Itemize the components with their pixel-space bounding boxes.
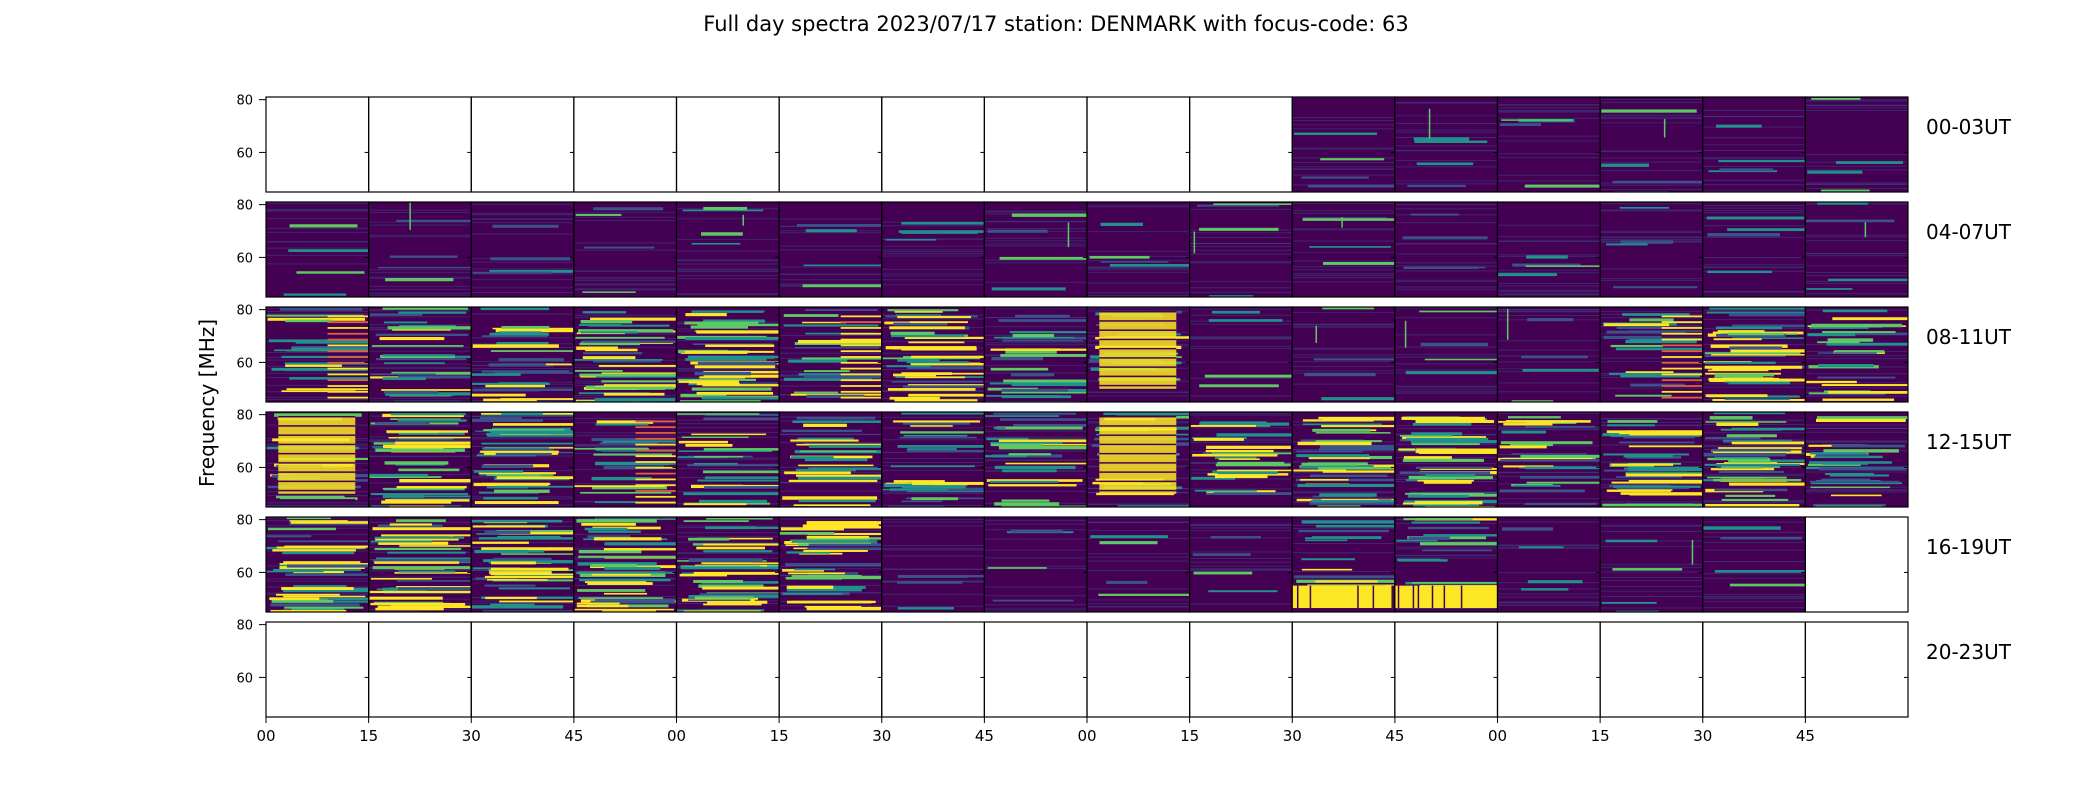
- spectrum-panel: [1804, 621, 1909, 718]
- y-tick-label: 80: [236, 619, 253, 634]
- y-tick-label: 80: [236, 409, 253, 424]
- chart-title: Full day spectra 2023/07/17 station: DEN…: [703, 12, 1408, 36]
- spectrum-panel: [1804, 96, 1909, 193]
- spectrum-panel: [1702, 621, 1806, 718]
- row-time-label: 04-07UT: [1926, 220, 2012, 244]
- spectrum-panel: [881, 96, 985, 193]
- y-tick-label: 60: [236, 356, 253, 371]
- spectrum-panel: [1599, 621, 1704, 718]
- spectrum-panel: [1804, 516, 1909, 613]
- row-time-label: 08-11UT: [1926, 325, 2012, 349]
- spectrum-panel: [778, 621, 883, 718]
- spectra-panels: 80 60 00-03UT 80 60 04-07UT 80 60 08-11UT 80 60 12-…: [236, 94, 2012, 718]
- y-tick-label: 80: [236, 199, 253, 214]
- spectrum-panel: [983, 96, 1088, 193]
- x-tick-label: 00: [1488, 727, 1507, 745]
- spectrum-panel: [983, 621, 1088, 718]
- spectrum-panel: [675, 621, 780, 718]
- spectrum-panel: [881, 621, 985, 718]
- x-tick-label: 15: [770, 727, 789, 745]
- x-axis: 00 15 30 45 00 15 30 45 00 15 30 45 00 15 30 45: [256, 717, 1815, 745]
- x-tick-label: 45: [1385, 727, 1404, 745]
- x-tick-label: 00: [667, 727, 686, 745]
- spectrum-panel: [1086, 96, 1191, 193]
- spectrum-panel: [1496, 621, 1601, 718]
- x-tick-label: 45: [1796, 727, 1815, 745]
- y-tick-label: 60: [236, 566, 253, 581]
- x-tick-label: 30: [1283, 727, 1302, 745]
- spectrum-panel: [470, 96, 575, 193]
- spectrum-panel: [675, 96, 780, 193]
- spectrum-panel: [778, 96, 883, 193]
- y-tick-label: 60: [236, 146, 253, 161]
- x-tick-label: 15: [359, 727, 378, 745]
- row-time-label: 16-19UT: [1926, 535, 2012, 559]
- y-tick-label: 80: [236, 94, 253, 109]
- y-tick-label: 80: [236, 304, 253, 319]
- spectrum-panel: [265, 621, 370, 718]
- spectrum-panel: [368, 96, 472, 193]
- x-tick-label: 45: [975, 727, 994, 745]
- x-tick-label: 15: [1180, 727, 1199, 745]
- row-time-label: 00-03UT: [1926, 115, 2012, 139]
- y-tick-label: 60: [236, 461, 253, 476]
- x-tick-label: 15: [1591, 727, 1610, 745]
- spectrum-panel: [1804, 201, 1909, 298]
- x-tick-label: 30: [462, 727, 481, 745]
- x-tick-label: 30: [1693, 727, 1712, 745]
- spectrum-panel: [1086, 621, 1191, 718]
- row-time-label: 12-15UT: [1926, 430, 2012, 454]
- row-time-label: 20-23UT: [1926, 640, 2012, 664]
- x-tick-label: 00: [256, 727, 275, 745]
- spectrum-panel: [1189, 96, 1293, 193]
- y-axis-label: Frequency [MHz]: [195, 319, 219, 487]
- spectrum-panel: [1291, 621, 1396, 718]
- spectrum-panel: [573, 621, 678, 718]
- spectrum-panel: [1189, 621, 1293, 718]
- spectrum-panel: [1804, 306, 1909, 403]
- spectrum-panel: [265, 96, 370, 193]
- y-tick-label: 80: [236, 514, 253, 529]
- spectrum-panel: [573, 96, 678, 193]
- y-tick-label: 60: [236, 251, 253, 266]
- spectrum-panel: [368, 621, 472, 718]
- x-tick-label: 30: [872, 727, 891, 745]
- x-tick-label: 00: [1077, 727, 1096, 745]
- y-tick-label: 60: [236, 671, 253, 686]
- x-tick-label: 45: [564, 727, 583, 745]
- spectrum-panel: [1804, 411, 1909, 508]
- spectrum-panel: [470, 621, 575, 718]
- spectrum-panel: [1394, 621, 1499, 718]
